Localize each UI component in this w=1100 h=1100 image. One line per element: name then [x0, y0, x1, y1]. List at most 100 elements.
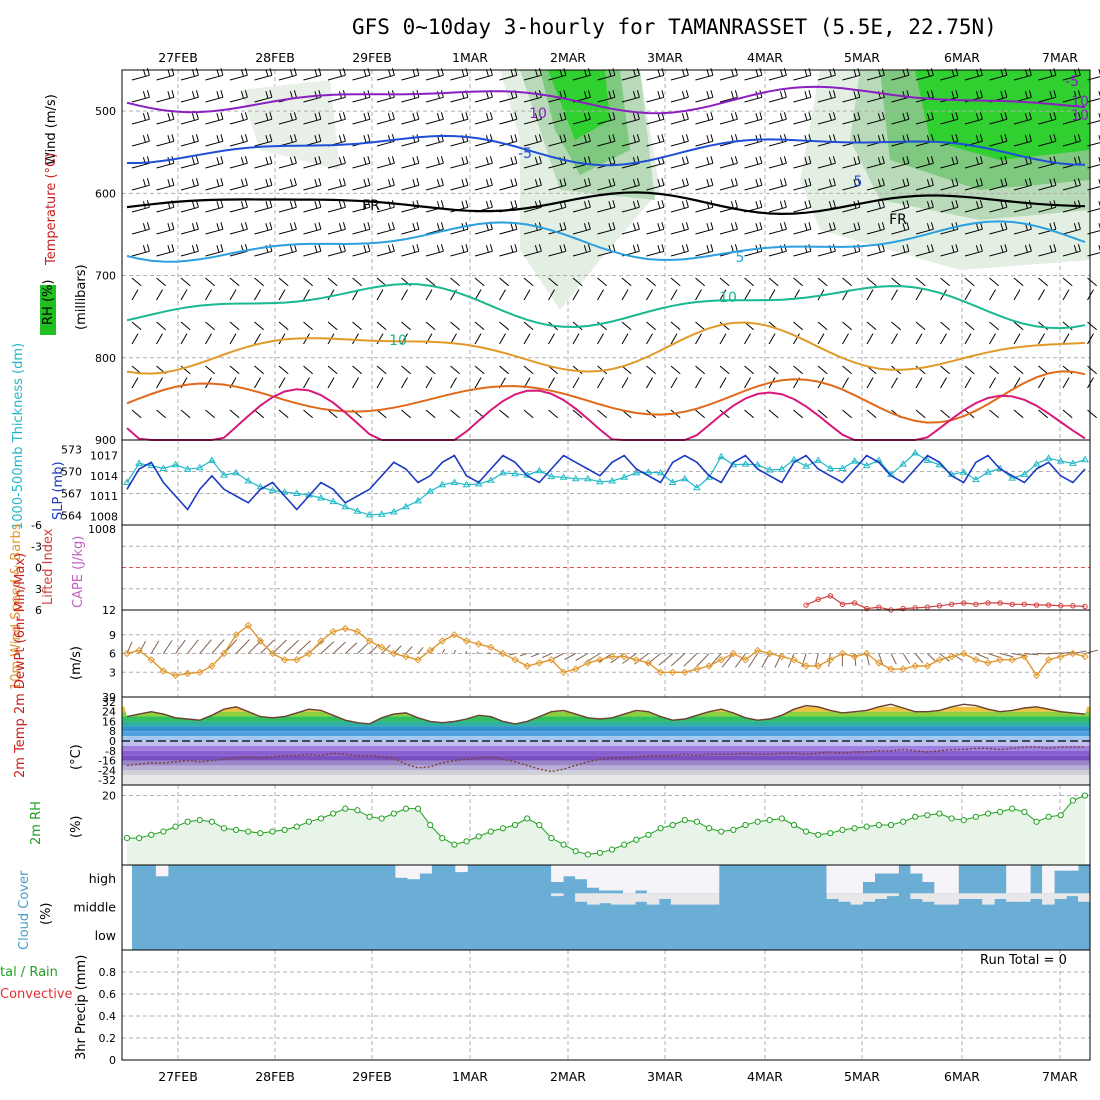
rh2m-marker — [184, 818, 191, 825]
wind-barb — [401, 321, 412, 331]
wind10-barb — [734, 653, 746, 668]
wind-barb — [597, 112, 616, 125]
date-label-bottom: 28FEB — [255, 1069, 295, 1084]
thickness-tick-label: 567 — [61, 488, 82, 501]
wind10-marker — [123, 649, 131, 658]
wind10-marker — [571, 665, 580, 673]
panel-frame — [121, 439, 1091, 526]
wind-barb — [327, 289, 335, 301]
lifted-index-marker — [803, 602, 809, 608]
rh2m-marker — [960, 816, 967, 824]
thickness-marker — [414, 496, 422, 504]
wind-barb — [205, 409, 216, 419]
wind-barb — [499, 409, 510, 419]
wind10-line — [126, 624, 1086, 677]
wind-barb — [621, 178, 640, 191]
rh2m-marker — [596, 849, 604, 856]
wind-barb — [1013, 134, 1032, 147]
temp2m-tick: 16 — [102, 715, 116, 728]
wind-barb — [523, 289, 531, 301]
wind-barb — [474, 112, 493, 125]
cloud-gap — [862, 865, 875, 882]
lifted-index-tick: -3 — [31, 540, 42, 553]
thickness-marker — [353, 507, 362, 514]
wind-barb — [180, 289, 188, 301]
wind-barb — [401, 134, 420, 147]
thickness-marker — [741, 460, 750, 467]
wind-barb — [597, 222, 616, 235]
wind-barb — [866, 244, 885, 257]
rh2m-marker — [378, 815, 385, 822]
rh2m-panel: 20 — [102, 784, 1091, 866]
wind-barb — [254, 200, 273, 213]
wind-barb — [156, 277, 167, 287]
wind10-marker — [183, 669, 192, 678]
wind-barb — [964, 277, 975, 287]
rh2m-marker — [487, 828, 494, 835]
wind-barb — [695, 178, 714, 191]
wind-barb — [964, 333, 972, 345]
cloud-gap — [862, 893, 875, 902]
date-label-bottom: 29FEB — [352, 1069, 392, 1084]
wind10-marker — [1044, 656, 1053, 664]
thickness-marker — [377, 510, 386, 517]
wind-barb — [915, 244, 934, 257]
cloud-gap — [575, 893, 588, 902]
cloud-gap — [1078, 893, 1091, 902]
cloud-gap — [682, 893, 696, 905]
upper-wind-barbs — [131, 68, 1100, 419]
wind-barb — [768, 178, 787, 191]
thickness-marker — [183, 465, 192, 472]
wind-barb — [719, 112, 738, 125]
wind-barb — [842, 222, 861, 235]
rh2m-marker — [354, 807, 361, 814]
cloud-gap — [946, 893, 959, 905]
temp-band — [122, 765, 1090, 771]
rh2m-marker — [1045, 813, 1052, 820]
wind-barb — [670, 244, 689, 257]
cloud-gap — [658, 865, 672, 894]
thickness-marker — [959, 468, 968, 475]
wind-barb — [327, 409, 338, 419]
wind-barb — [205, 222, 224, 235]
wind-barb — [695, 365, 706, 375]
date-label-bottom: 4MAR — [747, 1069, 783, 1084]
wind-barb — [842, 156, 861, 169]
run-total: Run Total = 0 — [980, 953, 1067, 968]
rh2m-marker — [524, 815, 531, 822]
wind10-marker — [1069, 649, 1077, 658]
wind10-barb — [235, 639, 250, 654]
thickness-marker — [292, 489, 301, 496]
temp2m-label: 2m Temp 2m DewPt (6hr Min/Max) — [13, 553, 28, 778]
wind10-marker — [523, 662, 531, 670]
wind-barb — [572, 289, 580, 301]
date-label-bottom: 5MAR — [844, 1069, 880, 1084]
rh2m-marker — [402, 805, 410, 812]
thickness-marker — [1008, 474, 1017, 481]
wind10-marker — [959, 649, 968, 658]
wind-barb — [1062, 134, 1081, 147]
contour-label: 10 — [389, 333, 407, 349]
wind-barb — [278, 365, 289, 375]
date-label-top: 4MAR — [747, 50, 783, 65]
wind10-marker — [668, 668, 677, 677]
wind-barb — [401, 377, 408, 389]
wind-barb — [817, 365, 828, 375]
rh2m-marker — [1021, 808, 1028, 816]
temperature-contour — [126, 388, 1086, 441]
wind-barb — [768, 90, 787, 103]
rh2m-marker — [900, 818, 907, 825]
wind-barb — [401, 178, 420, 191]
dewpt2m-line — [126, 746, 1085, 773]
wind-barb — [131, 277, 142, 287]
wind-barb — [131, 377, 139, 389]
thickness-tick-label: 573 — [61, 443, 82, 456]
wind-barb — [327, 222, 346, 235]
wind-barb — [891, 377, 898, 389]
wind10-marker — [511, 656, 519, 664]
wind-barb — [817, 90, 836, 103]
temperature-contour — [126, 370, 1086, 424]
pressure-tick-label: 700 — [95, 270, 116, 283]
wind-barb — [621, 222, 640, 235]
wind-barb — [205, 134, 224, 147]
